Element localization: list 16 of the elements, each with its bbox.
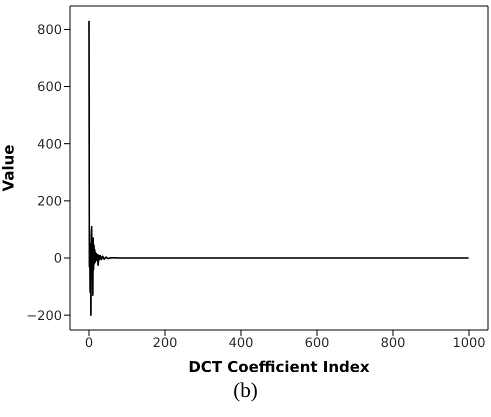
y-tick-label: 600 xyxy=(37,80,62,96)
text: (b) xyxy=(232,378,259,403)
x-tick-label: 400 xyxy=(228,336,254,352)
y-tick-label: 200 xyxy=(37,194,62,210)
line-series xyxy=(88,20,470,316)
y-axis-title: Value xyxy=(0,144,18,192)
x-tick-label: 600 xyxy=(304,336,330,352)
x-tick-label: 1000 xyxy=(452,336,486,352)
x-axis-title: DCT Coefficient Index xyxy=(188,358,370,376)
y-tick-label: 800 xyxy=(37,23,62,38)
x-tick-label: 200 xyxy=(152,336,178,352)
x-tick-label: 800 xyxy=(380,336,406,352)
y-tick-label: 0 xyxy=(54,252,62,267)
x-tick-label: 0 xyxy=(84,336,94,352)
y-tick-label: −200 xyxy=(26,308,62,324)
y-tick-label: 400 xyxy=(37,137,62,152)
